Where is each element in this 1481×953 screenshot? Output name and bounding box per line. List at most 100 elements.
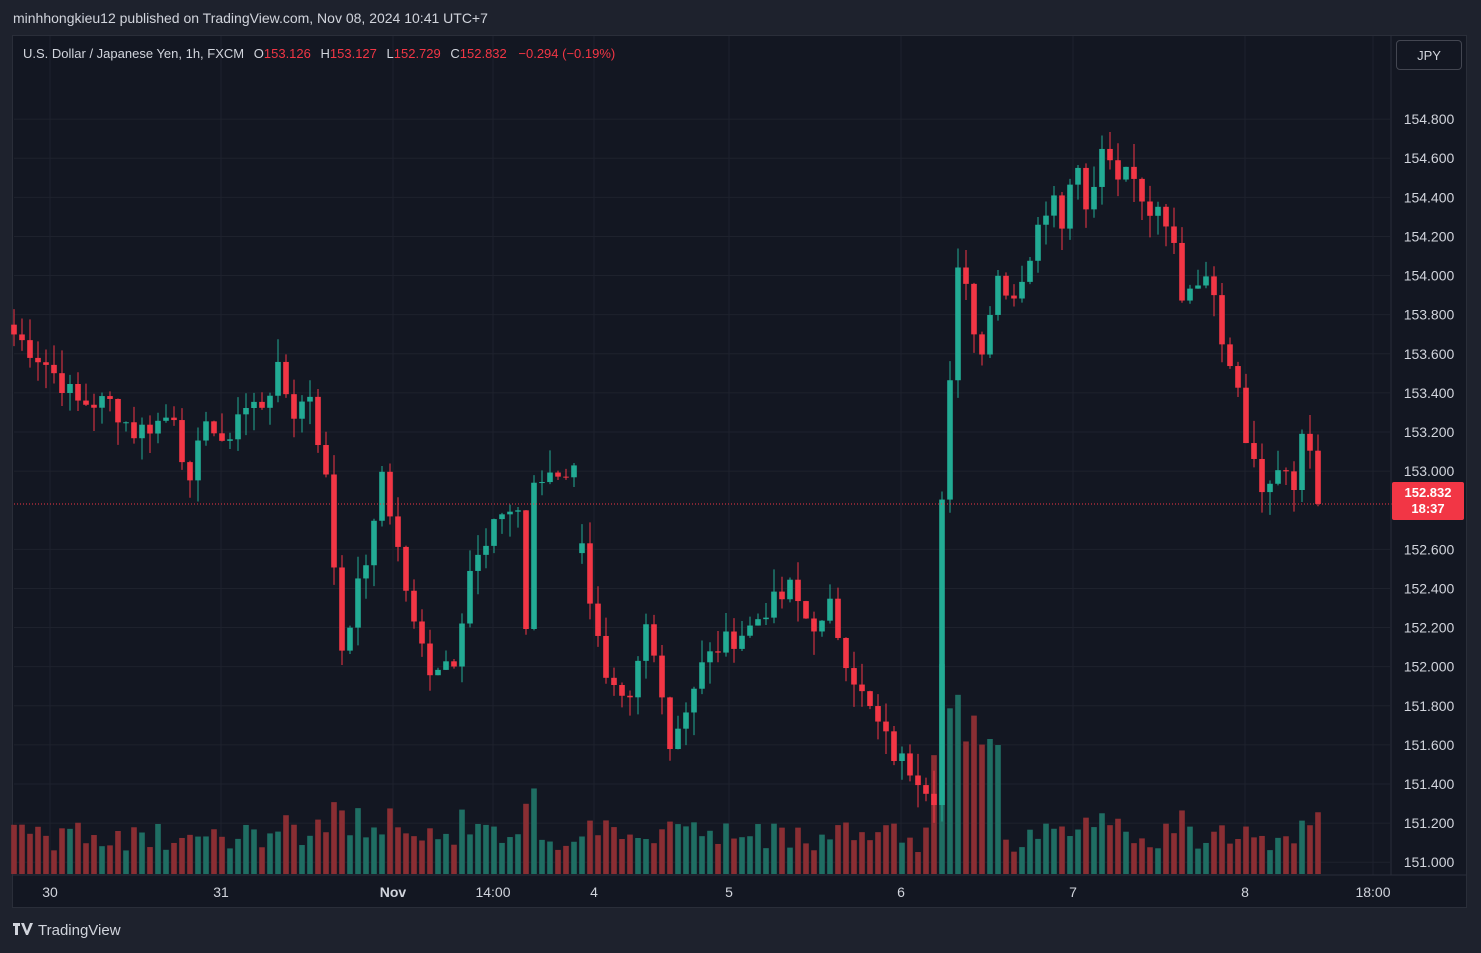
candle-body xyxy=(947,380,953,500)
candle-body xyxy=(195,440,201,481)
volume-bar xyxy=(19,824,25,874)
volume-bar xyxy=(1307,825,1313,874)
candle-body xyxy=(411,590,417,622)
candle-body xyxy=(803,601,809,619)
volume-bar xyxy=(203,836,209,874)
price-tick-label: 152.200 xyxy=(1404,620,1455,636)
candle-body xyxy=(227,439,233,441)
candle-body xyxy=(403,546,409,591)
tradingview-brand[interactable]: TradingView xyxy=(13,922,121,939)
volume-bar xyxy=(835,825,841,874)
volume-bar xyxy=(787,847,793,874)
symbol-label[interactable]: U.S. Dollar / Japanese Yen, 1h, FXCM xyxy=(23,46,245,61)
candle-body xyxy=(355,578,361,628)
low-label: L xyxy=(386,46,394,61)
volume-bar xyxy=(99,846,105,874)
volume-bar xyxy=(1075,829,1081,874)
volume-bar xyxy=(347,835,353,874)
volume-bar xyxy=(91,835,97,874)
candle-body xyxy=(291,394,297,419)
time-tick-label: 7 xyxy=(1069,884,1077,900)
volume-bar xyxy=(115,830,121,874)
candle-body xyxy=(1091,186,1097,210)
volume-bar xyxy=(107,845,113,874)
price-tick-label: 152.000 xyxy=(1404,659,1455,675)
price-tick-label: 154.600 xyxy=(1404,150,1455,166)
candle-body xyxy=(859,684,865,692)
candle-body xyxy=(659,655,665,698)
candle-body xyxy=(59,373,65,394)
candle-body xyxy=(99,396,105,408)
volume-bar xyxy=(643,839,649,874)
candle-body xyxy=(307,396,313,402)
candle-body xyxy=(627,695,633,698)
volume-bar xyxy=(35,826,41,874)
candle-body xyxy=(323,445,329,475)
candle-body xyxy=(579,543,585,554)
candle-body xyxy=(147,424,153,434)
volume-bar xyxy=(171,842,177,874)
volume-bar xyxy=(515,834,521,874)
volume-bar xyxy=(235,838,241,874)
candle-body xyxy=(163,417,169,421)
volume-bar xyxy=(315,819,321,874)
candle-body xyxy=(483,545,489,555)
candle-body xyxy=(1251,443,1257,459)
volume-bar xyxy=(795,827,801,874)
candle-body xyxy=(1139,178,1145,202)
tradingview-logo-icon xyxy=(13,922,33,939)
volume-bar xyxy=(187,834,193,874)
volume-bar xyxy=(195,836,201,874)
candle-body xyxy=(435,669,441,676)
volume-bar xyxy=(947,708,953,874)
volume-bar xyxy=(843,822,849,874)
candle-body xyxy=(739,635,745,649)
time-tick-label: 14:00 xyxy=(475,884,510,900)
candle-body xyxy=(443,661,449,670)
volume-bar xyxy=(619,839,625,874)
price-tick-label: 154.000 xyxy=(1404,268,1455,284)
price-tick-label: 154.400 xyxy=(1404,189,1455,205)
volume-bar xyxy=(1283,836,1289,874)
candle-body xyxy=(283,361,289,395)
candle-body xyxy=(675,728,681,750)
candle-body xyxy=(235,414,241,440)
volume-bar xyxy=(1171,833,1177,874)
candle-body xyxy=(475,554,481,571)
volume-bar xyxy=(67,828,73,874)
candle-body xyxy=(835,598,841,638)
volume-bar xyxy=(371,827,377,874)
volume-bar xyxy=(131,827,137,874)
volume-bar xyxy=(547,841,553,874)
volume-bar xyxy=(387,808,393,874)
price-tick-label: 153.000 xyxy=(1404,463,1455,479)
candle-body xyxy=(507,511,513,515)
candle-body xyxy=(571,465,577,478)
volume-bar xyxy=(147,847,153,874)
candle-body xyxy=(811,618,817,632)
volume-bar xyxy=(163,849,169,874)
price-tick-label: 152.600 xyxy=(1404,541,1455,557)
candle-body xyxy=(595,603,601,636)
volume-bar xyxy=(979,744,985,874)
candle-body xyxy=(843,637,849,669)
candle-body xyxy=(515,510,521,512)
volume-bar xyxy=(467,834,473,874)
candle-body xyxy=(203,421,209,441)
candle-body xyxy=(1155,206,1161,216)
volume-bar xyxy=(251,829,257,874)
candle-body xyxy=(787,579,793,600)
candle-body xyxy=(1227,344,1233,367)
volume-bar xyxy=(1291,843,1297,874)
volume-bar xyxy=(227,848,233,874)
close-label: C xyxy=(450,46,460,61)
currency-button[interactable]: JPY xyxy=(1396,40,1462,70)
candle-body xyxy=(923,785,929,794)
volume-bar xyxy=(339,810,345,874)
candle-body xyxy=(1115,160,1121,180)
volume-bar xyxy=(403,833,409,874)
candle-body xyxy=(275,361,281,396)
volume-bar xyxy=(1027,829,1033,874)
candle-body xyxy=(971,283,977,335)
